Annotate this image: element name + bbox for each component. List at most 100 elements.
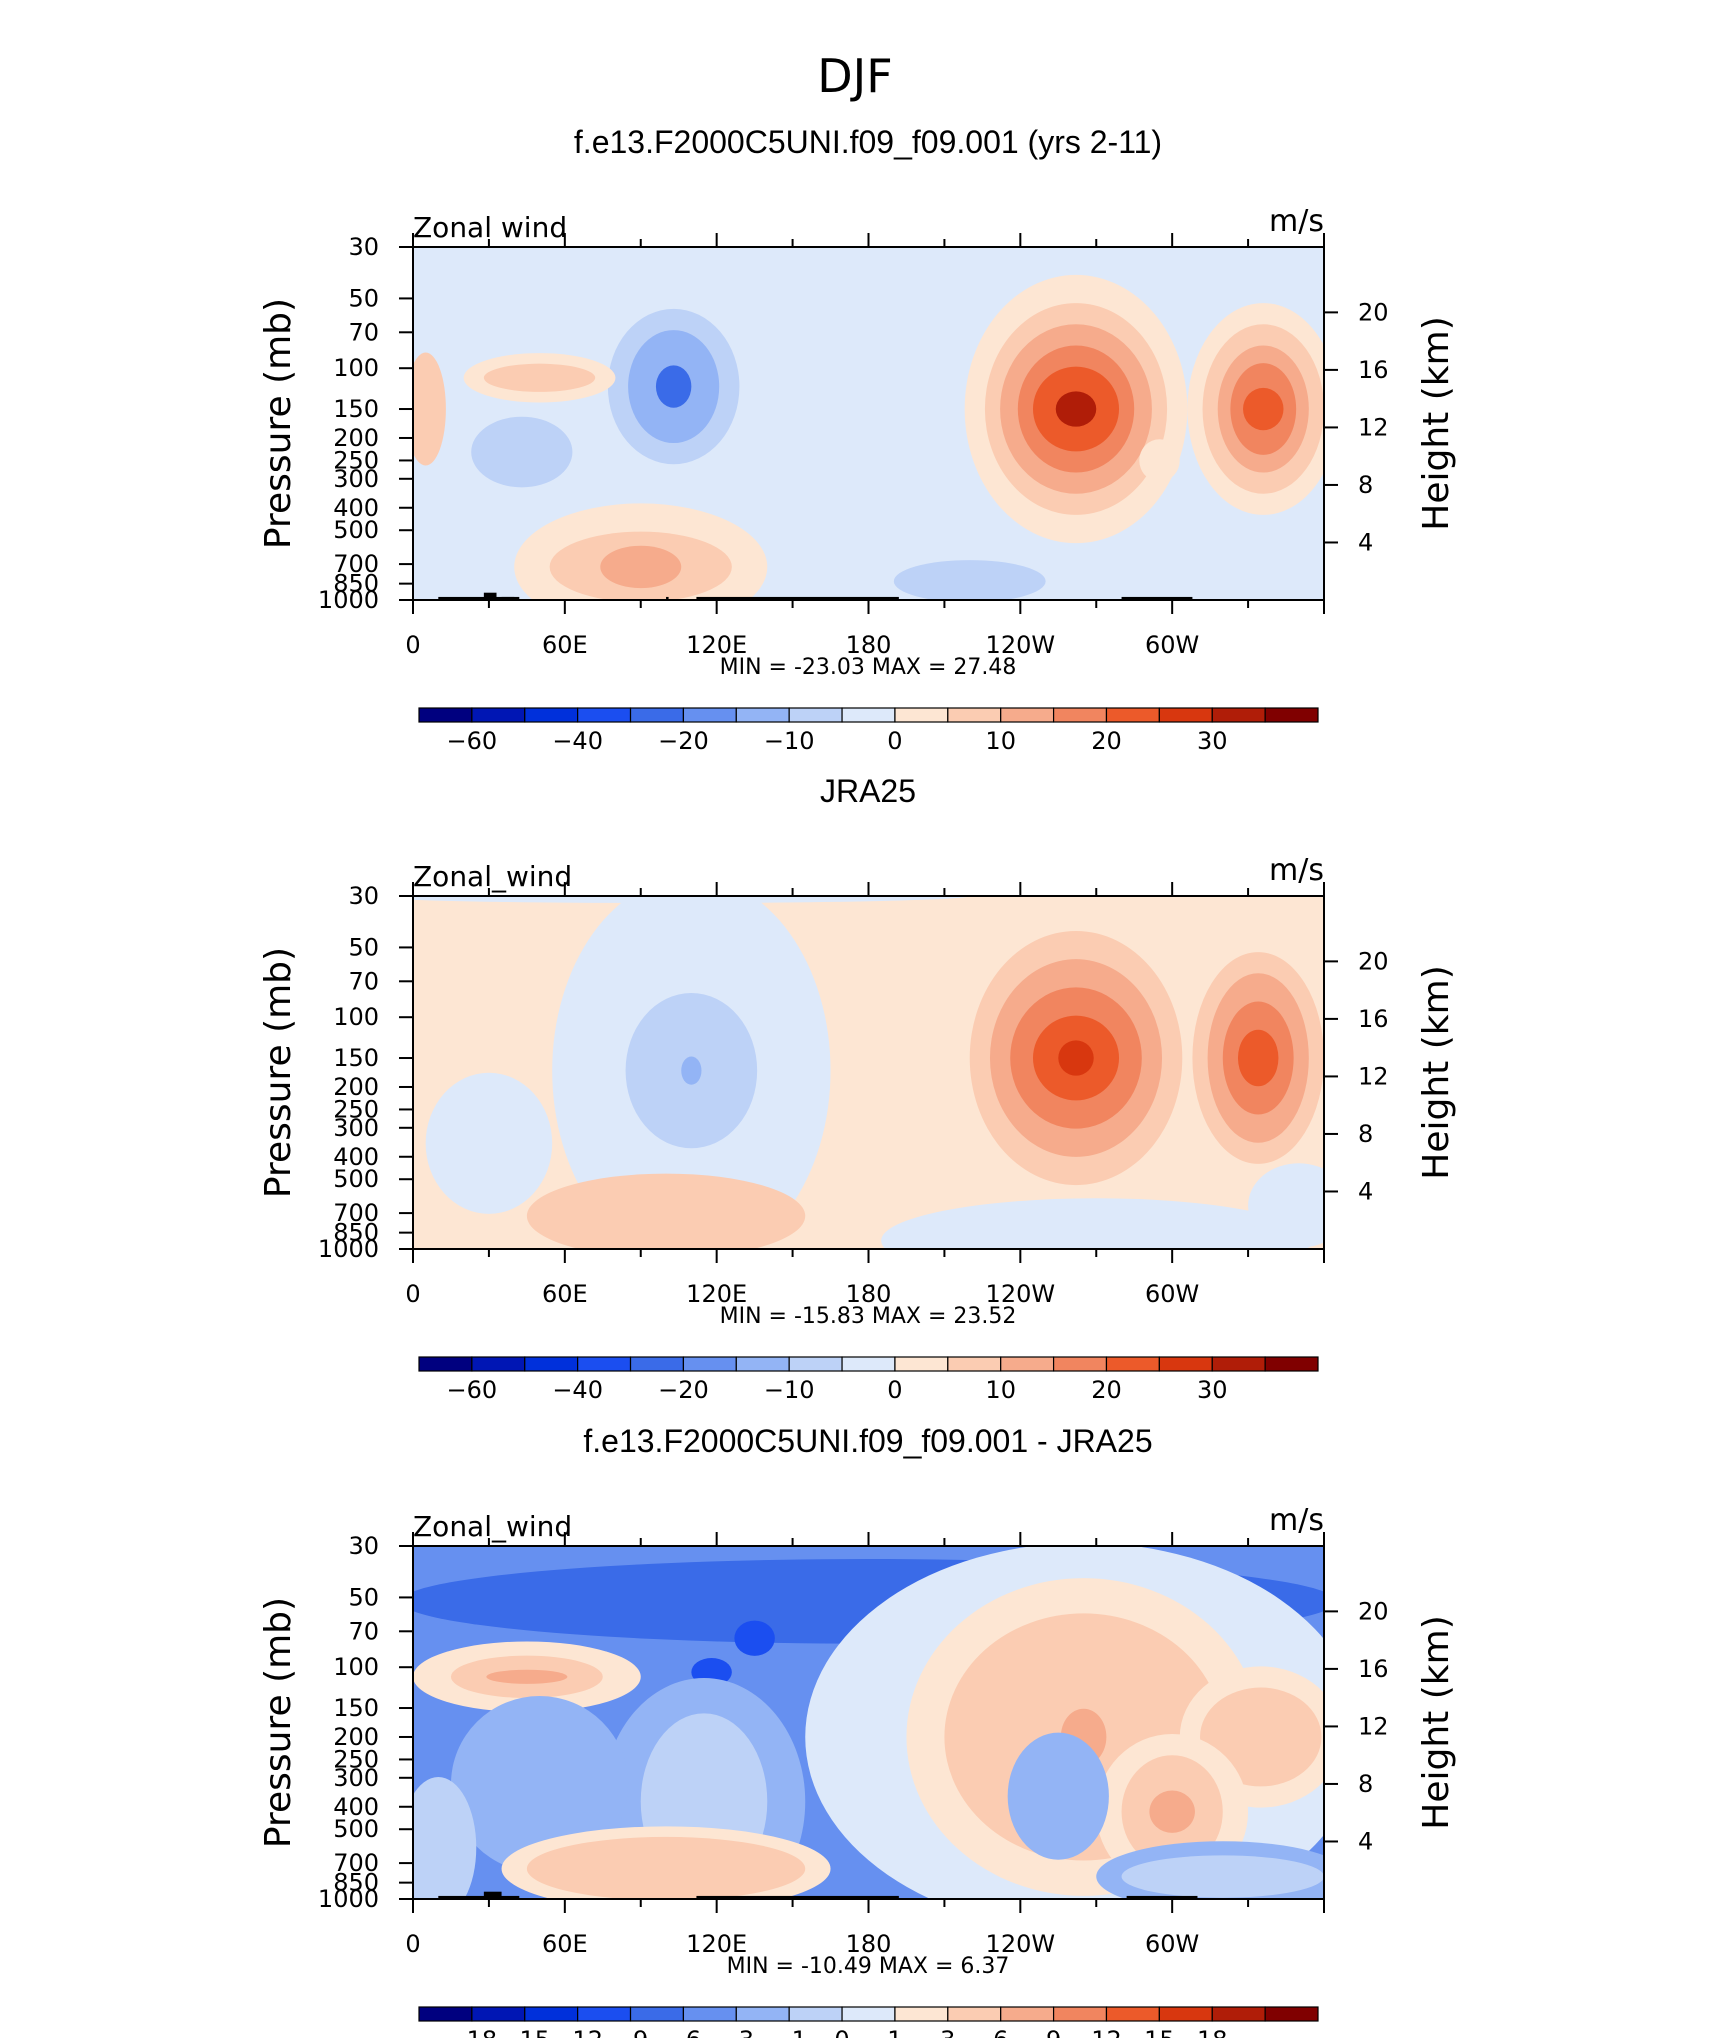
height-tick-label: 4 (1358, 1177, 1373, 1205)
y-tick-label: 400 (333, 1793, 379, 1821)
colorbar-label: −9 (613, 2026, 648, 2038)
y-tick-label: 300 (333, 1764, 379, 1792)
topography (501, 596, 520, 600)
colorbar-label: −40 (552, 727, 603, 755)
y-tick-label: 500 (333, 1165, 379, 1193)
colorbar-label: −10 (764, 1376, 815, 1404)
contour-region (1139, 439, 1180, 482)
y-tick-label: 1000 (318, 1235, 379, 1263)
colorbar-box (1211, 2006, 1266, 2022)
contour-region (881, 1198, 1312, 1249)
colorbar-box (682, 707, 737, 723)
y-tick-label: 250 (333, 1095, 379, 1123)
contour-region (413, 896, 970, 904)
colorbar-box (471, 2006, 526, 2022)
colorbar-box (418, 1356, 473, 1372)
colorbar-box (524, 1356, 579, 1372)
contour-region (526, 1173, 806, 1249)
contour-field (413, 247, 1324, 600)
contour-region (655, 365, 692, 408)
y-tick-label: 700 (333, 550, 379, 578)
contour-region (1055, 391, 1097, 427)
colorbar-label: −60 (447, 1376, 498, 1404)
colorbar: −60 −40 −20 −10 0 10 20 30 (418, 1356, 1319, 1404)
panel-title: f.e13.F2000C5UNI.f09_f09.001 - JRA25 (583, 1423, 1152, 1459)
x-tick-label: 60E (542, 631, 588, 659)
contour-region (734, 1620, 775, 1656)
height-tick-label: 12 (1358, 413, 1389, 441)
colorbar-box (788, 1356, 843, 1372)
colorbar-box (471, 707, 526, 723)
x-tick-label: 120W (986, 1930, 1056, 1958)
colorbar-label: 30 (1197, 727, 1228, 755)
y-axis-label: Pressure (mb) (258, 298, 299, 549)
colorbar-label: −10 (764, 727, 815, 755)
y-tick-label: 300 (333, 465, 379, 493)
min-max-stats: MIN = -15.83 MAX = 23.52 (720, 1304, 1017, 1329)
height-tick-label: 16 (1358, 356, 1389, 384)
colorbar-box (471, 1356, 526, 1372)
contour-region (600, 545, 682, 589)
colorbar-box (524, 2006, 579, 2022)
x-tick-label: 180 (846, 1280, 892, 1308)
y-tick-label: 70 (348, 318, 379, 346)
y-tick-label: 150 (333, 395, 379, 423)
colorbar-label: 0 (887, 727, 902, 755)
colorbar-box (1000, 1356, 1055, 1372)
contour-region (526, 1836, 806, 1899)
panel-3: f.e13.F2000C5UNI.f09_f09.001 - JRA25 Zona… (258, 1423, 1457, 2038)
y-tick-label: 850 (333, 1869, 379, 1897)
colorbar-label: 0 (887, 1376, 902, 1404)
y-tick-label: 500 (333, 1815, 379, 1843)
y-tick-label: 100 (333, 1653, 379, 1681)
variable-label: Zonal_wind (413, 1510, 572, 1543)
x-tick-label: 120E (686, 1930, 747, 1958)
y-tick-label: 200 (333, 1723, 379, 1751)
colorbar-box (947, 2006, 1002, 2022)
colorbar: −18−15−12 −9 −6 −3 −1 0 1 3 6 9 12 15 18 (418, 2006, 1319, 2038)
y-tick-label: 30 (348, 882, 379, 910)
colorbar-label: −12 (552, 2026, 603, 2038)
topography (1126, 1895, 1198, 1899)
y-axis-label: Pressure (mb) (258, 947, 299, 1198)
colorbar-label: 20 (1091, 727, 1122, 755)
topography (696, 1895, 899, 1899)
colorbar-box (841, 2006, 896, 2022)
colorbar-box (629, 1356, 685, 1372)
y-tick-label: 700 (333, 1199, 379, 1227)
colorbar-box (629, 2006, 685, 2022)
panel-2: JRA25 Zonal_wind m/s 0 60E 120E 180 120W 60W 30 50… (258, 773, 1457, 1404)
colorbar-box (629, 707, 685, 723)
colorbar-box (418, 707, 473, 723)
contour-region (1248, 1163, 1324, 1248)
colorbar-box (1211, 1356, 1266, 1372)
y-tick-label: 50 (348, 1583, 379, 1611)
contour-region (1121, 1855, 1324, 1898)
colorbar-box (1052, 707, 1108, 723)
panel-title: f.e13.F2000C5UNI.f09_f09.001 (yrs 2-11) (574, 124, 1162, 160)
height-tick-label: 8 (1358, 1120, 1373, 1148)
contour-region (1243, 387, 1284, 431)
height-tick-label: 20 (1358, 947, 1389, 975)
x-tick-label: 60E (542, 1930, 588, 1958)
colorbar-label: 6 (993, 2026, 1008, 2038)
colorbar-label: 12 (1091, 2026, 1122, 2038)
colorbar-box (841, 1356, 896, 1372)
topography (483, 1891, 502, 1899)
y-tick-label: 70 (348, 1617, 379, 1645)
y-tick-label: 250 (333, 1745, 379, 1773)
height-tick-label: 20 (1358, 1597, 1389, 1625)
y-tick-label: 70 (348, 967, 379, 995)
colorbar-box (788, 2006, 843, 2022)
contour-region (1007, 1732, 1109, 1860)
colorbar-label: −1 (771, 2026, 806, 2038)
colorbar-label: 0 (834, 2026, 849, 2038)
units-label: m/s (1269, 204, 1324, 239)
contour-region (1058, 1040, 1094, 1076)
colorbar-label: 30 (1197, 1376, 1228, 1404)
panel-title: JRA25 (820, 773, 916, 809)
height-axis-label: Height (km) (1416, 965, 1457, 1179)
panel-1: f.e13.F2000C5UNI.f09_f09.001 (yrs 2-11) Z… (258, 124, 1457, 755)
y-tick-label: 400 (333, 1143, 379, 1171)
